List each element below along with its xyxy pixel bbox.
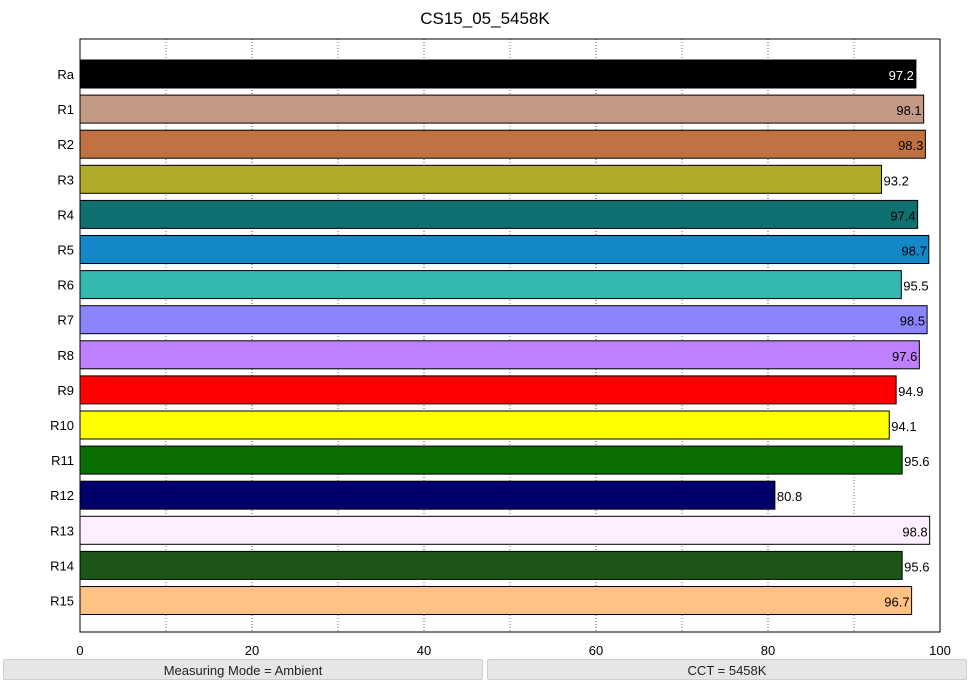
category-label: R7: [57, 313, 74, 328]
status-bar: Measuring Mode = Ambient CCT = 5458K: [0, 659, 970, 683]
value-label: 98.8: [902, 524, 927, 539]
bars: [79, 59, 931, 615]
category-label: R2: [57, 137, 74, 152]
category-label: Ra: [57, 67, 74, 82]
plot-frame: [79, 38, 941, 633]
bar-chart: CS15_05_5458K Ra R1 R2 R3 R4 R5 R6 R7 R8 R9 R10 R11…: [50, 9, 951, 658]
bar-r12: [79, 480, 776, 510]
bar-r3: [79, 164, 883, 194]
value-label: 95.6: [904, 454, 929, 469]
category-label: R8: [57, 348, 74, 363]
bar-ra: [79, 59, 917, 89]
bar-r14: [79, 550, 903, 580]
category-label: R9: [57, 383, 74, 398]
bar-r4: [79, 199, 919, 229]
x-tick-label: 20: [245, 643, 259, 658]
value-labels: 97.2 98.1 98.3 93.2 97.4 98.7 95.5 98.5 97.6 94.9…: [777, 68, 930, 610]
value-label: 95.5: [903, 279, 928, 294]
category-label: R13: [50, 523, 74, 538]
x-tick-label: 100: [929, 643, 951, 658]
value-label: 98.7: [902, 244, 927, 259]
value-label: 80.8: [777, 489, 802, 504]
value-label: 97.6: [892, 349, 917, 364]
value-label: 95.6: [904, 559, 929, 574]
bar-r6: [79, 270, 902, 300]
bar-r1: [79, 94, 925, 124]
measuring-mode-status: Measuring Mode = Ambient: [3, 659, 483, 680]
bar-r7: [79, 305, 928, 335]
value-label: 96.7: [884, 595, 909, 610]
bar-r5: [79, 235, 930, 264]
category-label: R14: [50, 558, 74, 573]
category-label: R10: [50, 418, 74, 433]
bar-r2: [79, 129, 926, 159]
category-label: R4: [57, 207, 74, 222]
category-label: R1: [57, 102, 74, 117]
value-label: 94.9: [898, 384, 923, 399]
x-axis-ticks: 0 20 40 60 80 100: [76, 643, 950, 658]
category-label: R15: [50, 594, 74, 609]
x-tick-label: 40: [417, 643, 431, 658]
x-tick-label: 0: [76, 643, 83, 658]
value-label: 98.1: [896, 103, 921, 118]
category-label: R6: [57, 278, 74, 293]
value-label: 98.5: [900, 314, 925, 329]
cct-status: CCT = 5458K: [487, 659, 967, 680]
bar-r8: [79, 340, 920, 370]
bar-r10: [79, 410, 890, 440]
category-label: R11: [51, 453, 74, 468]
value-label: 97.2: [889, 68, 914, 83]
category-labels: Ra R1 R2 R3 R4 R5 R6 R7 R8 R9 R10 R11 R12 R13 R14 R15: [50, 67, 75, 609]
value-label: 98.3: [898, 138, 923, 153]
category-label: R3: [57, 172, 74, 187]
bar-r15: [79, 586, 913, 615]
value-label: 94.1: [891, 419, 916, 434]
x-tick-label: 80: [761, 643, 775, 658]
bar-r13: [79, 515, 931, 545]
bar-r9: [79, 375, 897, 405]
chart-title: CS15_05_5458K: [420, 9, 550, 28]
value-label: 97.4: [890, 208, 915, 223]
bar-r11: [79, 445, 903, 475]
category-label: R5: [57, 243, 74, 258]
x-tick-label: 60: [589, 643, 603, 658]
value-label: 93.2: [884, 173, 909, 188]
category-label: R12: [50, 488, 74, 503]
